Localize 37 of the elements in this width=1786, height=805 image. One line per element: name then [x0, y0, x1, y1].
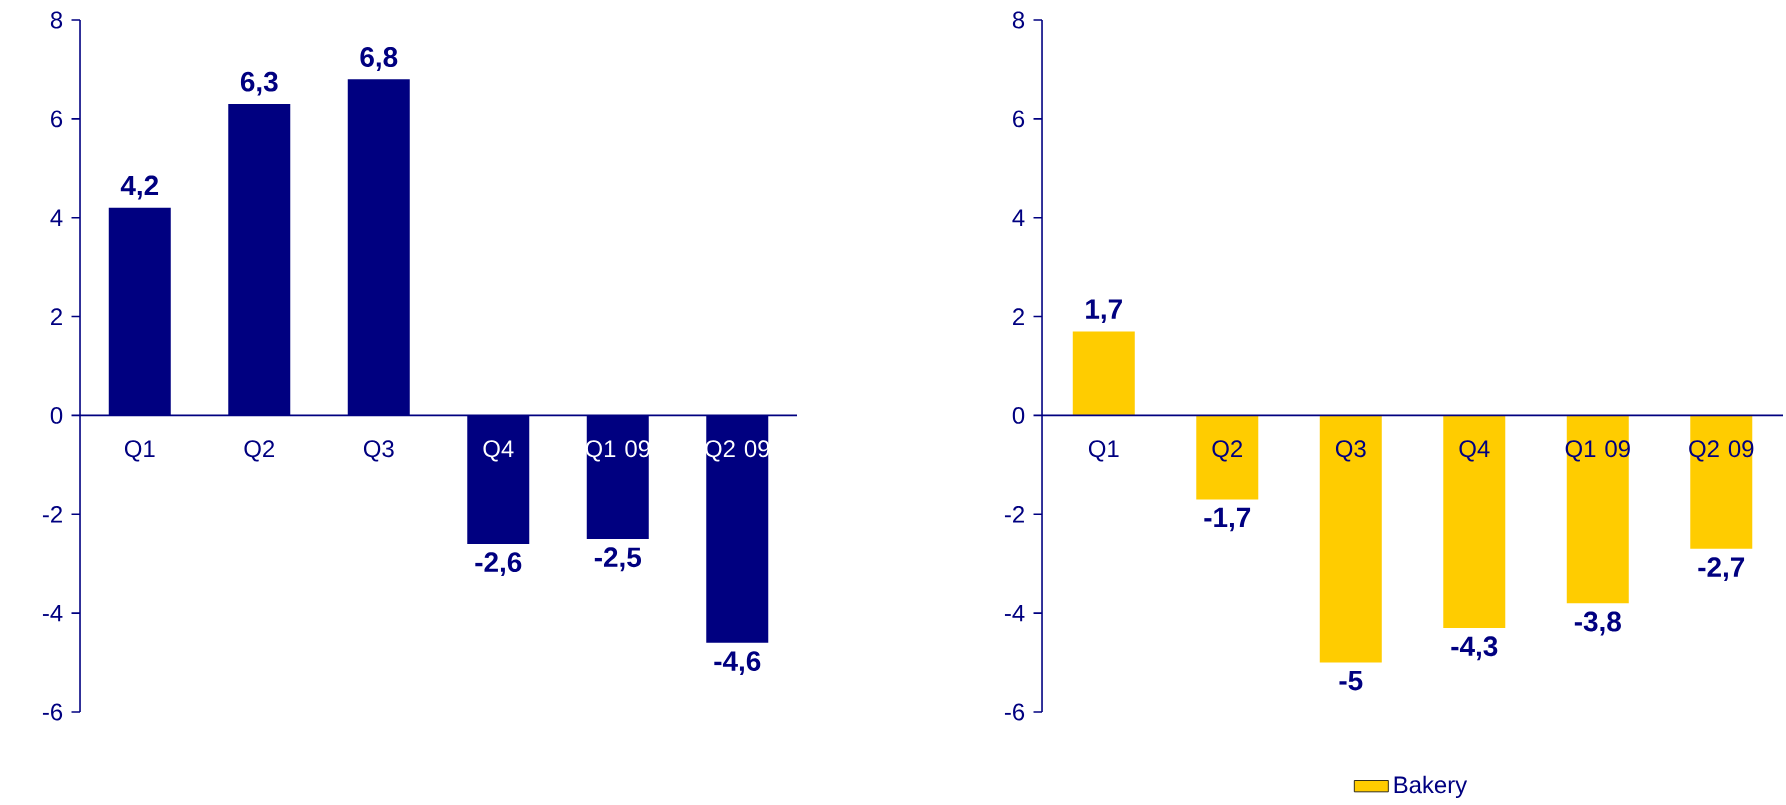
y-tick-label: -6 — [1004, 703, 1025, 721]
data-label: -4,6 — [714, 651, 761, 676]
y-tick-label: 4 — [1012, 209, 1025, 227]
y-tick-label: -2 — [42, 506, 62, 523]
y-tick-label: -6 — [42, 703, 63, 721]
data-label: -2,5 — [594, 547, 642, 572]
data-label: -2,6 — [475, 552, 522, 577]
y-tick-label: 8 — [50, 11, 63, 29]
data-label: -4,3 — [1451, 636, 1498, 661]
legend-label: Bakery — [1394, 775, 1468, 799]
x-tick-label: Q1 — [1088, 440, 1119, 462]
y-tick-label: -4 — [1004, 605, 1025, 622]
data-label: 4,2 — [120, 175, 159, 200]
x-tick-label: Q4 — [1459, 440, 1490, 462]
data-label: -3,8 — [1574, 611, 1621, 636]
data-label: 6,8 — [360, 47, 398, 72]
y-tick-label: -4 — [42, 605, 63, 622]
x-tick-label: Q1 — [124, 440, 155, 462]
y-tick-label: -2 — [1004, 506, 1024, 523]
data-label: 1,7 — [1086, 299, 1122, 324]
data-label: -1,7 — [1204, 508, 1251, 532]
x-tick-label: Q3 — [363, 440, 394, 462]
data-label: -2,7 — [1698, 557, 1745, 582]
y-tick-label: 8 — [1012, 11, 1025, 29]
y-tick-label: 2 — [1013, 308, 1024, 326]
data-label: -5 — [1339, 671, 1363, 691]
x-tick-label: Q4 — [483, 440, 514, 462]
y-tick-label: 0 — [1012, 407, 1025, 425]
y-tick-label: 6 — [51, 110, 63, 128]
y-tick-label: 6 — [1013, 110, 1025, 128]
y-tick-label: 2 — [51, 308, 62, 326]
y-tick-label: 0 — [50, 407, 63, 425]
x-tick-label: Q2 — [1212, 440, 1243, 462]
x-tick-label: Q2 — [244, 440, 275, 462]
x-tick-label: Q3 — [1335, 440, 1366, 462]
y-tick-label: 4 — [50, 209, 63, 227]
data-label: 6,3 — [240, 72, 278, 96]
